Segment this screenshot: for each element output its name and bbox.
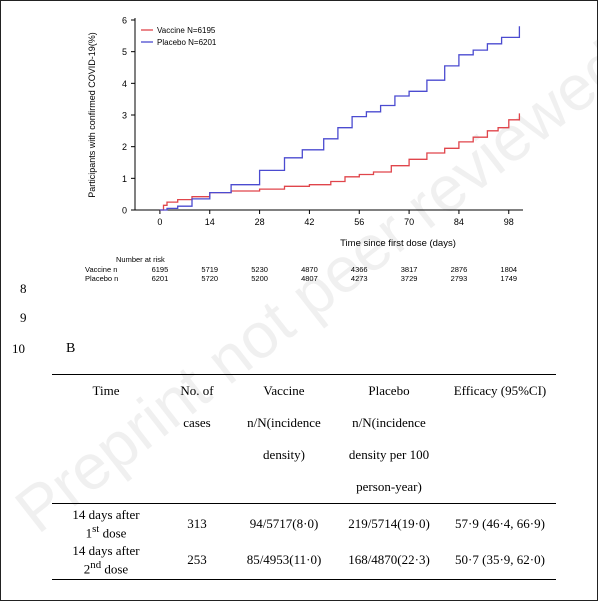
risk-value: 3817: [401, 265, 418, 274]
risk-value: 1749: [500, 274, 517, 283]
risk-value: 5720: [201, 274, 218, 283]
y-tick-label: 5: [122, 47, 127, 57]
legend-label: Placebo N=6201: [157, 38, 217, 47]
y-axis-label: Participants with confirmed COVID-19(%): [87, 32, 97, 198]
line-number: 10: [12, 341, 25, 356]
risk-value: 1804: [500, 265, 517, 274]
x-tick-label: 0: [157, 217, 162, 227]
cell-time: 14 days after 1st dose: [72, 507, 140, 541]
table-header-row: Time No. of cases Vaccine n/N(incidence den…: [52, 374, 556, 504]
chart-legend: Vaccine N=6195 Placebo N=6201: [141, 26, 217, 47]
x-tick-label: 98: [504, 217, 514, 227]
risk-value: 5230: [251, 265, 268, 274]
risk-value: 4807: [301, 274, 318, 283]
cell-vaccine: 94/5717(8·0): [249, 516, 319, 532]
risk-value: 6195: [152, 265, 169, 274]
y-tick-label: 2: [122, 142, 127, 152]
risk-value: 2876: [451, 265, 468, 274]
risk-value: 4273: [351, 274, 368, 283]
y-tick-label: 6: [122, 16, 127, 26]
cell-efficacy: 50·7 (35·9, 62·0): [455, 552, 545, 568]
risk-value: 4366: [351, 265, 368, 274]
risk-value: 6201: [152, 274, 169, 283]
cell-time: 14 days after 2nd dose: [72, 543, 140, 577]
y-tick-label: 1: [122, 174, 127, 184]
x-tick-label: 28: [255, 217, 265, 227]
x-tick-label: 14: [205, 217, 215, 227]
risk-table-title: Number at risk: [116, 255, 165, 264]
header-placebo: Placebo n/N(incidence density per 100 perso…: [348, 383, 430, 494]
legend-label: Vaccine N=6195: [157, 26, 216, 35]
cell-placebo: 219/5714(19·0): [348, 516, 430, 532]
cell-cases: 253: [187, 552, 207, 568]
header-cases: No. of cases: [180, 383, 214, 430]
table-row: 14 days after 1st dose 313 94/5717(8·0) …: [52, 504, 556, 543]
risk-value: 3729: [401, 274, 418, 283]
risk-value: 4870: [301, 265, 318, 274]
header-efficacy: Efficacy (95%CI): [453, 383, 547, 398]
cell-placebo: 168/4870(22·3): [348, 552, 430, 568]
y-tick-label: 3: [122, 111, 127, 121]
y-tick-label: 0: [122, 206, 127, 216]
x-tick-label: 42: [304, 217, 314, 227]
risk-row-label: Placebo n: [85, 274, 118, 283]
x-tick-label: 70: [404, 217, 414, 227]
cell-cases: 313: [187, 516, 207, 532]
table-row: 14 days after 2nd dose 253 85/4953(11·0)…: [52, 542, 556, 580]
series-line-placebo: [159, 26, 521, 211]
efficacy-table: Time No. of cases Vaccine n/N(incidence den…: [52, 374, 556, 580]
risk-value: 2793: [451, 274, 468, 283]
header-time: Time: [92, 383, 120, 398]
x-axis-label: Time since first dose (days): [340, 238, 456, 249]
line-number: 9: [20, 310, 27, 325]
risk-row-label: Vaccine n: [85, 265, 117, 274]
cell-vaccine: 85/4953(11·0): [246, 552, 322, 568]
risk-value: 5200: [251, 274, 268, 283]
panel-label: B: [66, 341, 76, 356]
line-number: 8: [20, 281, 27, 296]
header-vaccine: Vaccine n/N(incidence density): [247, 383, 321, 462]
y-tick-label: 4: [122, 79, 127, 89]
chart-series: [159, 26, 521, 211]
series-line-vaccine: [159, 113, 521, 211]
cell-efficacy: 57·9 (46·4, 66·9): [455, 516, 545, 532]
x-tick-label: 56: [354, 217, 364, 227]
x-tick-label: 84: [454, 217, 464, 227]
risk-value: 5719: [201, 265, 218, 274]
